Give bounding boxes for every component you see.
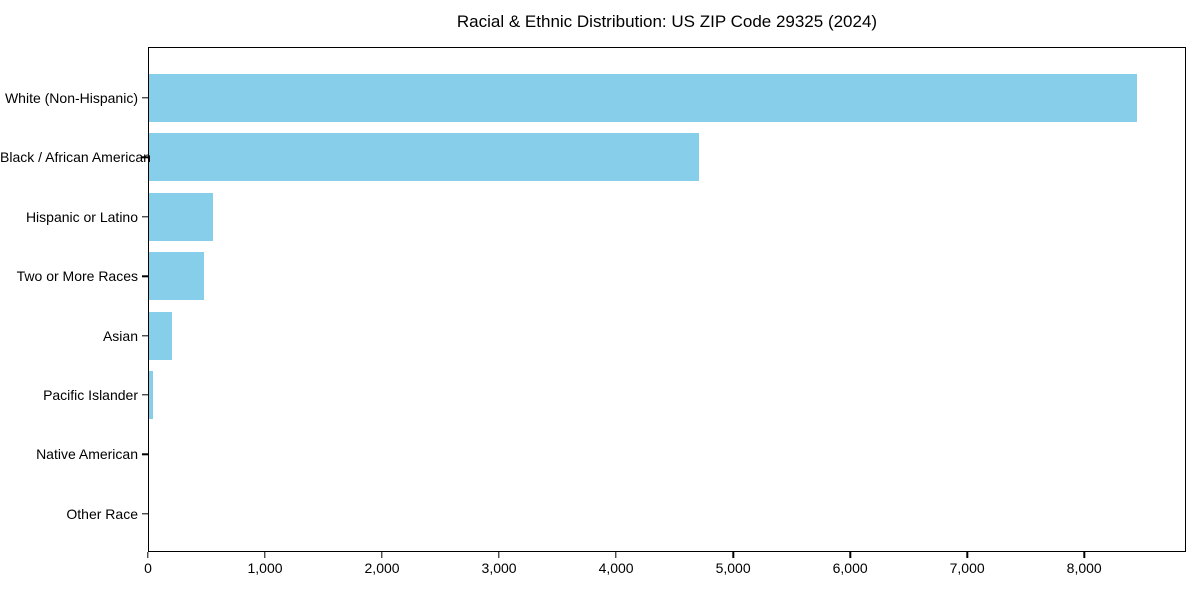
- x-tick-label: 2,000: [364, 560, 400, 576]
- y-tick-label: Pacific Islander: [43, 387, 138, 403]
- x-tick-label: 7,000: [949, 560, 985, 576]
- x-tick-label: 3,000: [481, 560, 517, 576]
- y-tick-mark: [142, 513, 148, 515]
- bar: [149, 133, 699, 182]
- y-tick-label: Two or More Races: [16, 268, 138, 285]
- x-tick-label: 0: [144, 560, 152, 576]
- x-tick-mark: [966, 552, 968, 558]
- x-tick-label: 8,000: [1066, 560, 1102, 576]
- bar: [149, 371, 154, 419]
- y-tick-mark: [142, 97, 148, 99]
- x-tick-mark: [498, 552, 500, 558]
- y-tick-label: White (Non-Hispanic): [4, 90, 138, 106]
- bar: [149, 311, 173, 360]
- y-tick-mark: [142, 216, 148, 218]
- x-tick-mark: [381, 552, 383, 558]
- y-tick-label: Hispanic or Latino: [25, 208, 138, 225]
- y-tick-label: Other Race: [66, 505, 138, 522]
- y-tick-label: Native American: [36, 446, 138, 463]
- x-tick-label: 1,000: [247, 560, 283, 576]
- plot-area: [148, 47, 1186, 552]
- x-tick-mark: [147, 552, 149, 558]
- y-tick-mark: [142, 453, 148, 456]
- x-tick-mark: [264, 552, 266, 558]
- y-tick-mark: [142, 334, 148, 337]
- x-tick-label: 6,000: [832, 560, 868, 576]
- x-tick-mark: [849, 552, 851, 558]
- bar: [149, 192, 214, 241]
- chart-title: Racial & Ethnic Distribution: US ZIP Cod…: [456, 12, 878, 31]
- x-tick-mark: [732, 552, 734, 558]
- x-tick-mark: [1083, 552, 1085, 558]
- x-tick-label: 5,000: [715, 560, 751, 576]
- y-tick-label: Black / African American: [0, 149, 151, 166]
- x-tick-mark: [615, 552, 617, 558]
- y-tick-mark: [142, 394, 148, 396]
- bar: [149, 74, 1137, 122]
- x-tick-label: 4,000: [598, 560, 634, 576]
- y-tick-mark: [142, 156, 148, 159]
- y-tick-label: Asian: [102, 327, 138, 344]
- bar: [149, 252, 204, 301]
- y-tick-mark: [142, 275, 148, 277]
